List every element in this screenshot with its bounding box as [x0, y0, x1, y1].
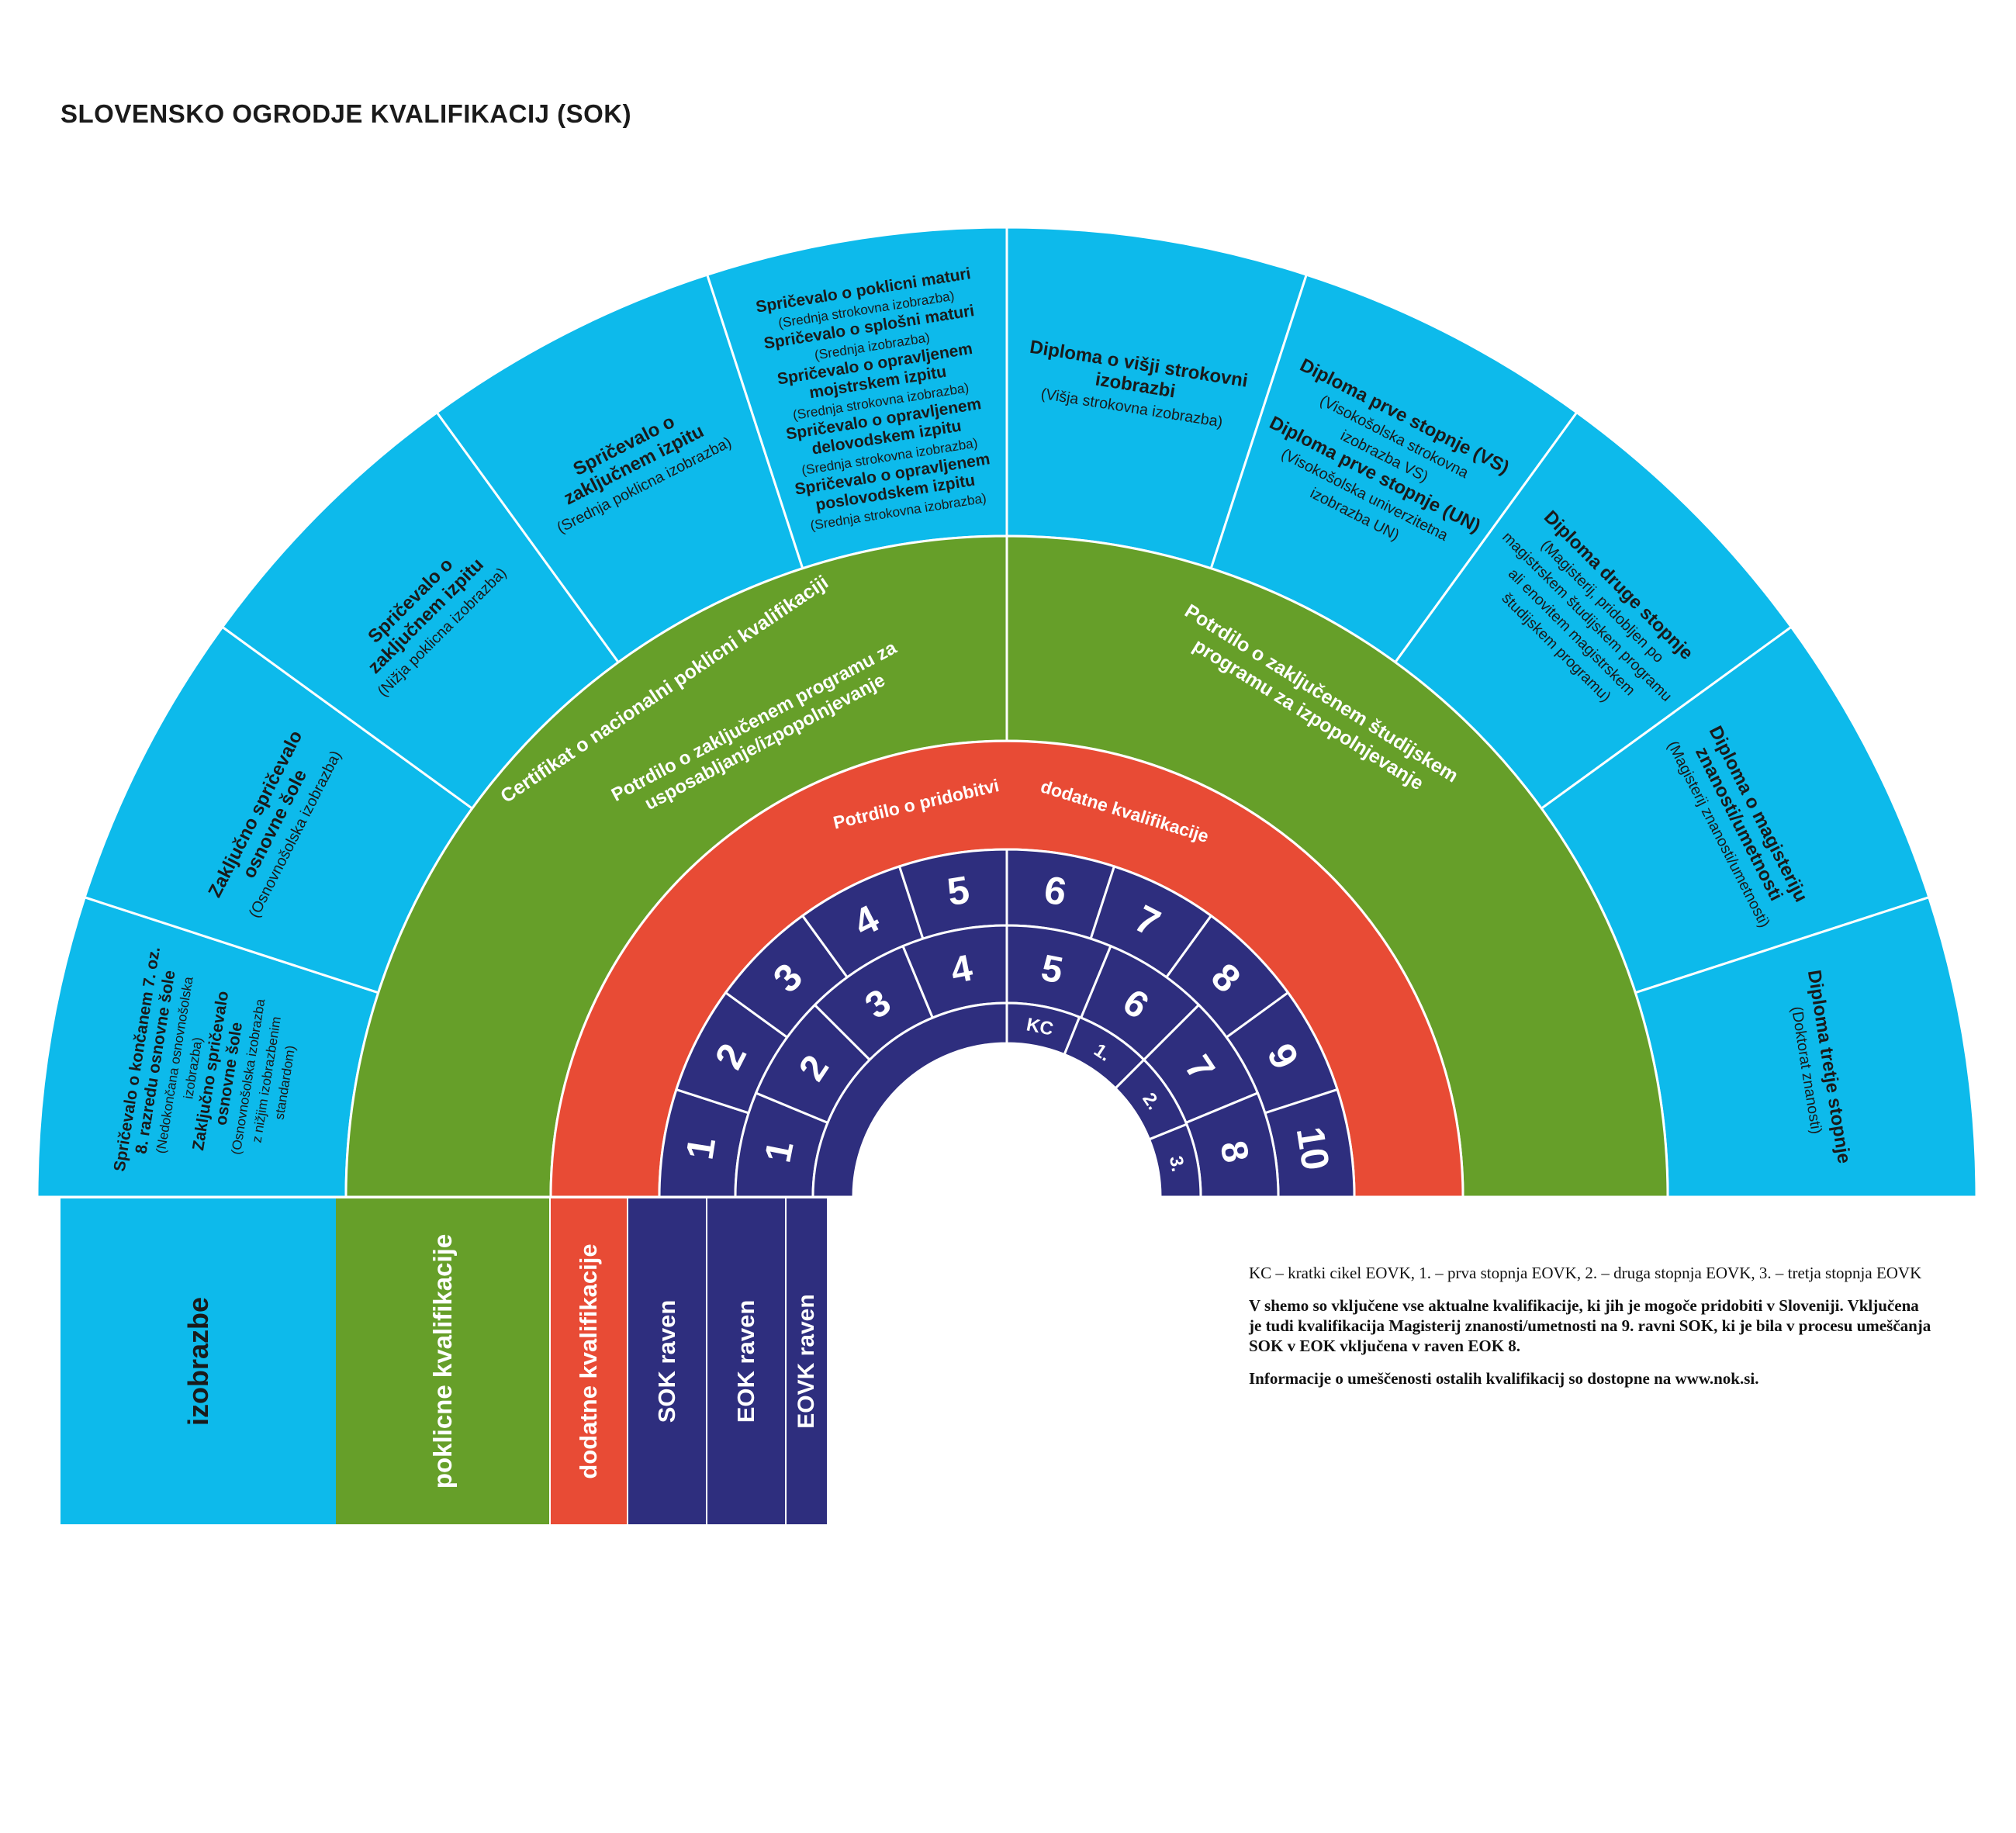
legend-izobrazbe-label: izobrazbe — [182, 1296, 214, 1427]
note-info: Informacije o umeščenosti ostalih kvalif… — [1249, 1369, 1759, 1388]
legend-eok-label: EOK raven — [732, 1299, 759, 1423]
note-scope: V shemo so vključene vse aktualne kvalif… — [1249, 1296, 1931, 1355]
legend-sok: SOK raven — [628, 1198, 706, 1524]
notes: KC – kratki cikel EOVK, 1. – prva stopnj… — [1249, 1263, 1931, 1401]
legend-dodatne-label: dodatne kvalifikacije — [575, 1243, 602, 1479]
eovk-level-sector — [1113, 1058, 1188, 1141]
note-abbreviations: KC – kratki cikel EOVK, 1. – prva stopnj… — [1249, 1264, 1922, 1282]
legend-poklicne-label: poklicne kvalifikacije — [427, 1233, 457, 1489]
eovk-level-sector — [1147, 1122, 1202, 1198]
eovk-level-sector — [1063, 1015, 1146, 1091]
eovk-blank-sector — [811, 1001, 1008, 1198]
legend-dodatne: dodatne kvalifikacije — [551, 1198, 627, 1524]
page-title: SLOVENSKO OGRODJE KVALIFIKACIJ (SOK) — [61, 99, 632, 128]
legend-eovk: EOVK raven — [787, 1198, 827, 1524]
eovk-level-sector — [1005, 1001, 1081, 1057]
eovk-level-label-line: KC — [1025, 1014, 1055, 1039]
sok-level-label: 10 — [1288, 1124, 1338, 1174]
legend-sok-label: SOK raven — [653, 1299, 680, 1423]
sok-level-label-line: 10 — [1288, 1124, 1338, 1174]
eovk-level-label: KC — [1025, 1014, 1055, 1039]
legend-eovk-label: EOVK raven — [794, 1294, 819, 1429]
legend-eok: EOK raven — [707, 1198, 785, 1524]
legend-izobrazbe: izobrazbe — [61, 1198, 336, 1524]
legend-poklicne: poklicne kvalifikacije — [336, 1198, 549, 1524]
